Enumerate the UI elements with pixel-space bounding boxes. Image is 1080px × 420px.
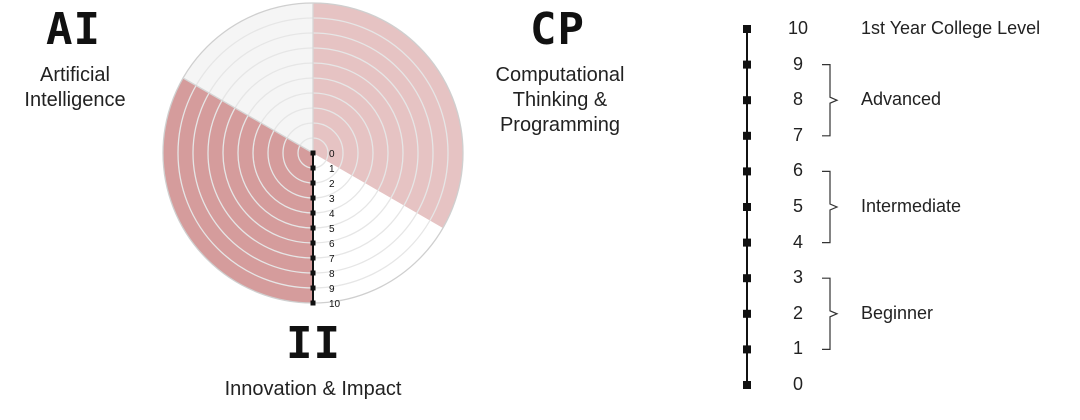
radar-axis-tick <box>310 150 316 156</box>
radar-axis-tick <box>310 165 316 171</box>
scale-number: 2 <box>792 302 803 323</box>
scale-number: 1 <box>792 338 803 359</box>
cp-desc-line: Programming <box>499 114 621 136</box>
level-group-label: Advanced <box>861 89 942 110</box>
radar-axis-label: 2 <box>329 179 335 190</box>
scale-tick <box>743 238 751 247</box>
level-bracket <box>822 170 839 244</box>
radar-axis-label: 7 <box>329 254 335 265</box>
radar-axis-tick <box>310 255 316 261</box>
scale-number: 3 <box>792 267 803 288</box>
level-group-label: Beginner <box>861 302 934 323</box>
scale-number: 4 <box>792 231 803 252</box>
ii-sector-fill <box>163 78 313 303</box>
cp-desc-line: Computational <box>495 64 625 86</box>
radar-axis-label: 6 <box>329 239 335 250</box>
scale-number: 0 <box>792 374 803 394</box>
ii-desc-line: Innovation & Impact <box>224 378 402 400</box>
radar-axis-label: 8 <box>329 269 335 280</box>
scale-number: 6 <box>792 160 803 181</box>
radar-axis-label: 10 <box>329 299 341 310</box>
ai-desc-line: Intelligence <box>24 89 126 111</box>
radar-axis-label: 0 <box>329 149 335 160</box>
radar-axis-tick <box>310 225 316 231</box>
radar-axis-tick <box>310 210 316 216</box>
radar-axis-tick <box>310 195 316 201</box>
scale-tick <box>743 60 751 69</box>
level-bracket <box>822 63 839 137</box>
sector-divider <box>182 77 314 154</box>
scale-number: 10 <box>787 18 809 38</box>
scale-tick <box>743 309 751 318</box>
top-level-label: 1st Year College Level <box>861 18 1041 38</box>
ai-desc-line: Artificial <box>39 64 110 86</box>
radar-axis-label: 4 <box>329 209 335 220</box>
radar-axis-tick <box>310 180 316 186</box>
scale-tick <box>743 381 751 389</box>
cp-sector-fill <box>313 3 463 228</box>
scale-tick <box>743 131 751 140</box>
level-group-label: Intermediate <box>861 196 962 216</box>
radar-axis-label: 3 <box>329 194 335 205</box>
scale-tick <box>743 96 751 105</box>
scale-number: 5 <box>792 196 803 216</box>
cp-abbr: CP <box>530 4 585 55</box>
scale-tick <box>743 25 751 33</box>
radar-axis-tick <box>310 300 316 306</box>
level-bracket <box>822 277 839 350</box>
scale-number: 8 <box>792 89 803 110</box>
radar-axis-label: 1 <box>329 164 335 175</box>
ii-description: Innovation & Impact <box>193 377 433 402</box>
radar-axis-tick <box>310 285 316 291</box>
radar-axis-label: 9 <box>329 284 335 295</box>
cp-desc-line: Thinking & <box>512 89 608 111</box>
scale-tick <box>743 203 751 211</box>
scale-tick <box>743 167 751 176</box>
ai-description: Artificial Intelligence <box>0 63 150 113</box>
cp-description: Computational Thinking & Programming <box>470 63 650 138</box>
radar-axis-label: 5 <box>329 224 335 235</box>
scale-number: 9 <box>792 53 803 74</box>
ii-abbr: II <box>286 318 341 369</box>
radar-axis-tick <box>310 240 316 246</box>
scale-tick <box>743 345 751 354</box>
scale-number: 7 <box>792 124 803 145</box>
scale-tick <box>743 274 751 283</box>
ai-abbr: AI <box>46 4 101 55</box>
radar-axis-tick <box>310 270 316 276</box>
ai-sector-base <box>183 3 313 153</box>
